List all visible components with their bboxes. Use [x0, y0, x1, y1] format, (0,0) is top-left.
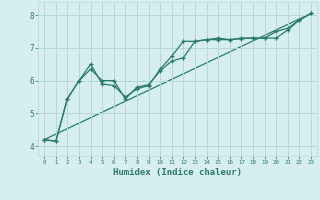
X-axis label: Humidex (Indice chaleur): Humidex (Indice chaleur) [113, 168, 242, 177]
